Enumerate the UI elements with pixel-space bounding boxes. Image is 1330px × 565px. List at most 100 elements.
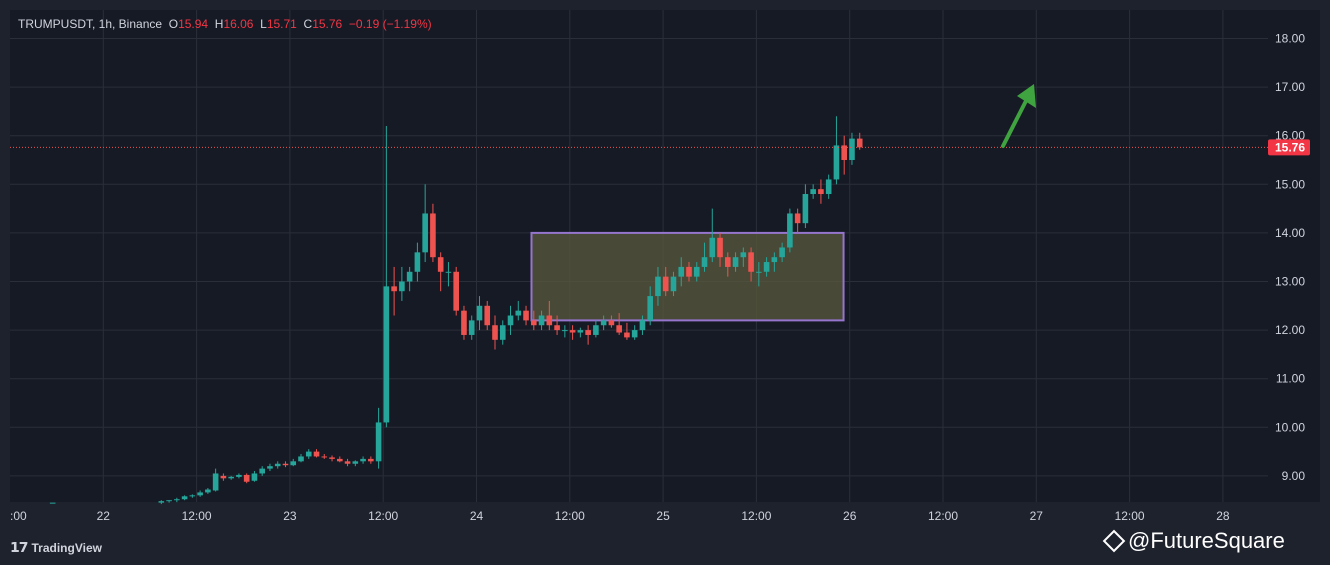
price-tick-label: 15.00 — [1275, 177, 1305, 191]
up-arrow-annotation[interactable] — [1001, 84, 1036, 148]
time-tick-label: 28 — [1216, 509, 1230, 523]
time-tick-label: 12:00 — [368, 509, 398, 523]
candle-body — [616, 325, 622, 333]
open-label: O — [168, 17, 179, 31]
watermark: @FutureSquare — [1102, 528, 1285, 554]
time-tick-label: 25 — [656, 509, 670, 523]
candle-body — [298, 456, 304, 462]
price-tick-label: 13.00 — [1275, 275, 1305, 289]
candle-body — [600, 320, 607, 326]
candle-body — [181, 496, 188, 500]
candle-body — [484, 305, 491, 326]
candle-body — [856, 138, 863, 148]
time-tick-label: 22 — [97, 509, 111, 523]
candle-body — [383, 286, 390, 423]
candle-body — [228, 476, 234, 479]
close-label: C — [303, 17, 313, 31]
price-tick-label: 18.00 — [1275, 32, 1305, 46]
candle-body — [538, 315, 545, 326]
candle-body — [818, 189, 824, 195]
last-price-badge: 15.76 — [1268, 139, 1310, 156]
high-label: H — [214, 17, 224, 31]
time-tick-label: 24 — [470, 509, 484, 523]
candle-body — [344, 461, 351, 464]
low-value: 15.71 — [266, 17, 297, 31]
candle-body — [360, 458, 366, 462]
candle-body — [321, 456, 328, 458]
candle-body — [499, 325, 506, 340]
candle-body — [476, 305, 483, 321]
candle-body — [686, 266, 692, 277]
candle-body — [562, 330, 568, 332]
candle-body — [585, 330, 591, 335]
candle-body — [779, 247, 785, 258]
candle-body — [569, 330, 576, 333]
candle-body — [337, 458, 343, 462]
candle-body — [748, 252, 754, 272]
time-tick-label: 26 — [843, 509, 857, 523]
time-tick-label: 12:00 — [1115, 509, 1145, 523]
candle-body — [437, 257, 444, 272]
candle-body — [391, 286, 397, 292]
last-price-label: 15.76 — [1275, 140, 1305, 154]
candle-body — [554, 325, 560, 331]
candle-body — [313, 451, 320, 457]
price-tick-label: 12.00 — [1275, 323, 1305, 337]
candle-body — [166, 500, 172, 502]
candle-body — [267, 466, 273, 469]
candle-body — [787, 213, 793, 248]
candle-body — [670, 276, 677, 292]
candle-body — [406, 271, 413, 282]
grid — [10, 10, 1268, 502]
candle-body — [158, 501, 165, 503]
candle-body — [740, 252, 747, 258]
time-tick-label: 12:00 — [555, 509, 585, 523]
candle-body — [430, 213, 436, 258]
candle-body — [515, 310, 522, 316]
price-axis[interactable]: 18.00 17.00 16.00 15.00 14.00 13.00 12.00 11.00… — [1275, 32, 1305, 483]
candle-body — [693, 266, 700, 277]
candle-body — [251, 473, 258, 481]
tradingview-icon: 𝟭𝟳 — [10, 539, 29, 555]
time-tick-label: 27 — [1030, 509, 1044, 523]
candle-body — [841, 145, 847, 160]
candle-body — [756, 271, 762, 273]
candle-body — [236, 474, 242, 477]
candle-body — [849, 138, 855, 160]
arrow-head — [1017, 84, 1036, 108]
candle-body — [414, 252, 421, 272]
tradingview-logo[interactable]: 𝟭𝟳 TradingView — [10, 539, 102, 556]
price-tick-label: 17.00 — [1275, 80, 1305, 94]
price-tick-label: 10.00 — [1275, 420, 1305, 434]
candle-body — [368, 458, 374, 462]
price-tick-label: 11.00 — [1276, 372, 1305, 386]
candle-body — [274, 463, 281, 467]
candle-body — [445, 271, 452, 273]
candle-body — [352, 461, 359, 464]
open-value: 15.94 — [178, 17, 209, 31]
candle-body — [399, 281, 405, 292]
close-value: 15.76 — [312, 17, 343, 31]
candle-body — [647, 296, 653, 321]
tradingview-text: TradingView — [31, 540, 102, 555]
price-change: −0.19 (−1.19%) — [348, 17, 432, 31]
candle-body — [833, 145, 840, 180]
candle-body — [197, 492, 203, 496]
low-label: L — [260, 17, 267, 31]
time-tick-label: 12:00 — [182, 509, 212, 523]
candle-body — [763, 262, 770, 272]
time-tick-label: 12:00 — [928, 509, 958, 523]
symbol-info[interactable]: TRUMPUSDT, 1h, Binance — [18, 17, 163, 31]
candle-body — [655, 276, 661, 297]
candle-body — [305, 451, 312, 457]
candle-body — [631, 330, 638, 338]
time-tick-label: 23 — [283, 509, 297, 523]
candle-body — [709, 237, 716, 258]
candle-body — [531, 320, 537, 326]
candle-body — [243, 474, 250, 482]
candle-body — [802, 194, 809, 224]
time-axis[interactable]: :00 22 12:00 23 12:00 24 12:00 25 12:00 26 12:00 27… — [10, 509, 1230, 523]
candle-body — [422, 213, 428, 253]
candle-body — [825, 179, 832, 195]
